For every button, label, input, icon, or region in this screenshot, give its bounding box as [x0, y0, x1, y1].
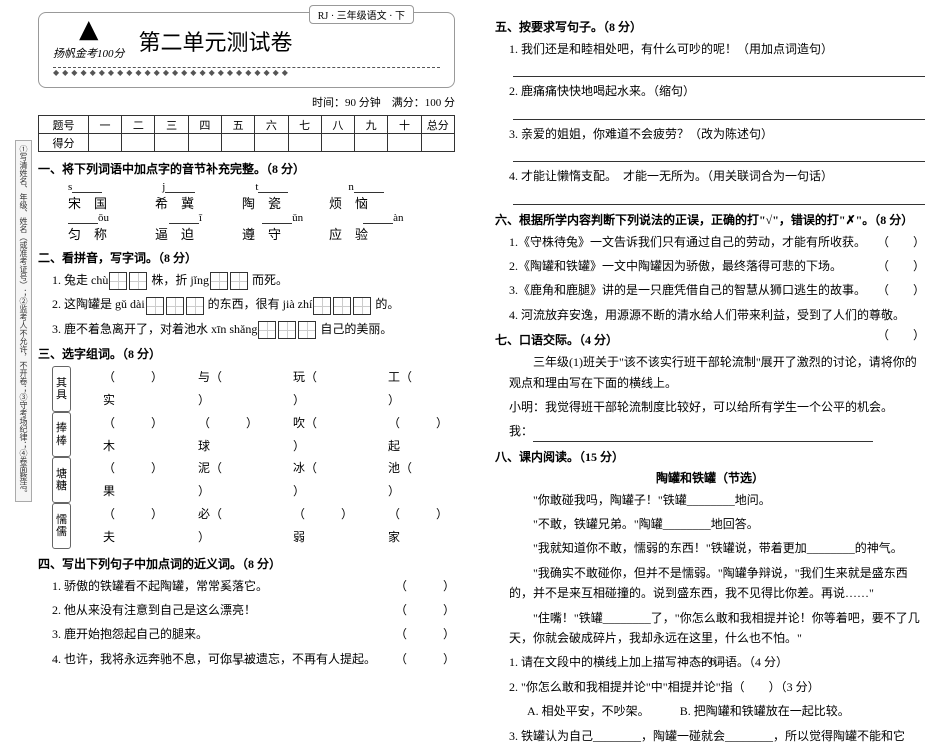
section-7-title: 七、口语交际。（4 分） [495, 331, 925, 348]
answer-line[interactable] [513, 191, 925, 205]
q-line: 1.《守株待兔》一文告诉我们只有通过自己的劳动，才能有所收获。（ ） [509, 232, 925, 252]
xiaoming-line: 小明：我觉得班干部轮流制度比较好，可以给所有学生一个公平的机会。 [509, 397, 925, 417]
passage-title: 陶罐和铁罐（节选） [495, 469, 925, 486]
q-line: 2.《陶罐和铁罐》一文中陶罐因为骄傲，最终落得可悲的下场。（ ） [509, 256, 925, 276]
paper-title: 第二单元测试卷 [139, 25, 293, 57]
q-line: 3. 铁罐认为自己________，陶罐一碰就会________，所以觉得陶罐不… [509, 726, 925, 746]
section-1-title: 一、将下列词语中加点字的音节补充完整。（8 分） [38, 160, 455, 177]
pinyin-row: ōu ī ǔn àn [68, 212, 455, 224]
q-line: 4. 才能让懒惰支配。 才能一无所为。（用关联词合为一句话） [509, 166, 925, 186]
page-right: 五、按要求写句子。（8 分） 1. 我们还是和睦相处吧，有什么可吵的呢！（用加点… [475, 0, 950, 672]
table-row: 题号 一 二 三 四 五 六 七 八 九 十 总分 [39, 116, 455, 134]
hanzi-row: 宋 国希 冀陶 瓷烦 恼 [68, 193, 455, 212]
q-line: 2. 这陶罐是 gǔ dài 的东西，很有 jià zhí 的。 [52, 294, 455, 314]
q-line: 4. 河流放弃安逸，用源源不断的清水给人们带来利益，受到了人们的尊敬。（ ） [509, 305, 925, 325]
passage-line: "住嘴！"铁罐________了，"你怎么敢和我相提并论！你等着吧，要不了几天，… [509, 608, 925, 649]
section-4-title: 四、写出下列句子中加点词的近义词。（8 分） [38, 555, 455, 572]
q-line: 3.《鹿角和鹿腿》讲的是一只鹿凭借自己的智慧从狮口逃生的故事。（ ） [509, 280, 925, 300]
brand: 扬帆金考100分 [53, 21, 125, 61]
opt-row: 捧棒 （）木（）球 吹（）（）起 [52, 412, 455, 458]
section-6-title: 六、根据所学内容判断下列说法的正误，正确的打"√"，错误的打"✗"。（8 分） [495, 211, 925, 228]
q-line: 2. 他从来没有注意到自己是这么漂亮！（ ） [52, 600, 455, 620]
header-box: RJ · 三年级语文 · 下 扬帆金考100分 第二单元测试卷 ◆◆◆◆◆◆◆◆… [38, 12, 455, 88]
q-line: 3. 鹿不着急离开了，对着池水 xīn shǎng 自己的美丽。 [52, 319, 455, 339]
score-table: 题号 一 二 三 四 五 六 七 八 九 十 总分 得分 [38, 115, 455, 152]
opt-row: 其具 （）实与（） 玩（）工（） [52, 366, 455, 412]
pinyin-row: s j t n [68, 181, 455, 193]
section-3-title: 三、选字组词。（8 分） [38, 345, 455, 362]
answer-line[interactable] [513, 63, 925, 77]
opt-row: 塘糖 （）果泥（） 冰（）池（） [52, 457, 455, 503]
q-line: 3. 鹿开始抱怨起自己的腿来。（ ） [52, 624, 455, 644]
option-line: A. 相处平安，不吵架。 B. 把陶罐和铁罐放在一起比较。 [527, 701, 925, 721]
passage-line: "不敢，铁罐兄弟。"陶罐________地回答。 [509, 514, 925, 534]
answer-line[interactable] [513, 106, 925, 120]
page-left: RJ · 三年级语文 · 下 扬帆金考100分 第二单元测试卷 ◆◆◆◆◆◆◆◆… [0, 0, 475, 672]
q-line: 3. 亲爱的姐姐，你难道不会疲劳？（改为陈述句） [509, 124, 925, 144]
q-line: 2. "你怎么敢和我相提并论"中"相提并论"指（ ）（3 分） [509, 677, 925, 697]
header-tag: RJ · 三年级语文 · 下 [309, 5, 414, 24]
passage-line: "我就知道你不敢，懦弱的东西！"铁罐说，带着更加________的神气。 [509, 538, 925, 558]
page-number: — 6 — [696, 656, 729, 668]
answer-line[interactable] [513, 148, 925, 162]
q-line: 1. 我们还是和睦相处吧，有什么可吵的呢！（用加点词造句） [509, 39, 925, 59]
time-info: 时间：90 分钟 满分：100 分 [38, 94, 455, 110]
q-line: 2. 鹿痛痛快快地喝起水来。（缩句） [509, 81, 925, 101]
table-row: 得分 [39, 134, 455, 152]
passage-line: "我确实不敢碰你，但并不是懦弱。"陶罐争辩说，"我们生来就是盛东西的，并不是来互… [509, 563, 925, 604]
divider-dots: ◆◆◆◆◆◆◆◆◆◆◆◆◆◆◆◆◆◆◆◆◆◆◆◆◆◆ [53, 67, 440, 77]
intro-text: 三年级(1)班关于"该不该实行班干部轮流制"展开了激烈的讨论，请将你的观点和理由… [509, 352, 925, 393]
section-5-title: 五、按要求写句子。（8 分） [495, 18, 925, 35]
q-line: 1. 骄傲的铁罐看不起陶罐，常常奚落它。（ ） [52, 576, 455, 596]
sail-icon [77, 21, 101, 45]
section-2-title: 二、看拼音，写字词。（8 分） [38, 249, 455, 266]
q-line: 1. 兔走 chù 株，折 jǐng 而死。 [52, 270, 455, 290]
wo-line: 我： [509, 421, 925, 441]
passage-line: "你敢碰我吗，陶罐子！"铁罐________地问。 [509, 490, 925, 510]
page-number: — 5 — [221, 656, 254, 668]
hanzi-row: 匀 称逼 迫遵 守应 验 [68, 224, 455, 243]
section-8-title: 八、课内阅读。（15 分） [495, 448, 925, 465]
opt-row: 懦儒 （）夫必（） （）弱（）家 [52, 503, 455, 549]
